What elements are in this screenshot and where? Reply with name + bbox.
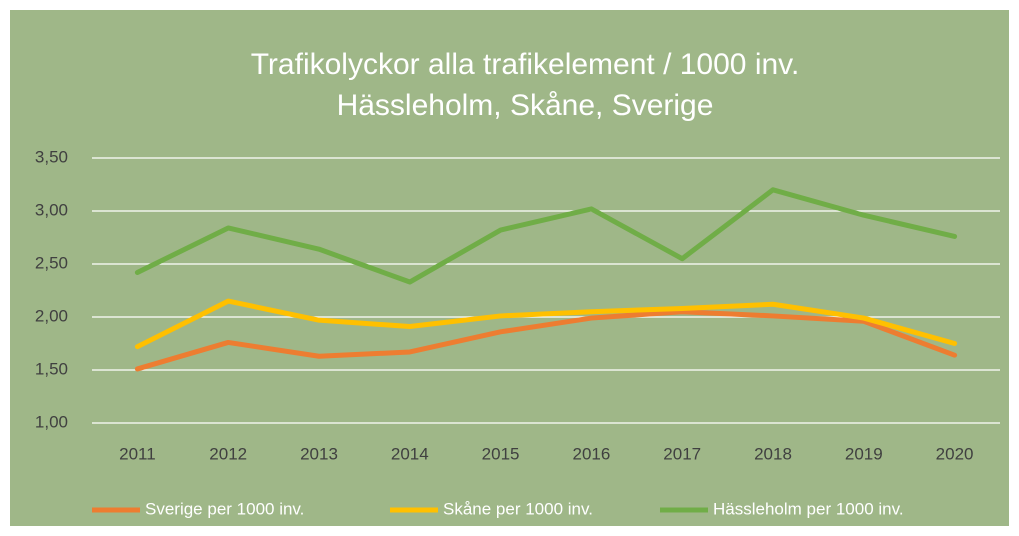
y-tick-label: 1,50 (35, 359, 68, 378)
chart-background (10, 10, 1009, 526)
x-tick-label: 2019 (845, 444, 883, 463)
x-tick-label: 2013 (300, 444, 338, 463)
chart-title: Trafikolyckor alla trafikelement / 1000 … (251, 48, 800, 81)
x-tick-label: 2011 (119, 444, 156, 463)
legend-label: Skåne per 1000 inv. (443, 499, 593, 518)
x-tick-label: 2012 (209, 444, 247, 463)
series-line (134, 187, 958, 285)
series-line (134, 309, 958, 372)
x-tick-label: 2020 (936, 444, 974, 463)
y-tick-label: 1,00 (35, 412, 68, 431)
chart-subtitle: Hässleholm, Skåne, Sverige (337, 89, 714, 122)
x-tick-label: 2015 (482, 444, 520, 463)
x-tick-label: 2017 (663, 444, 701, 463)
y-tick-label: 2,50 (35, 253, 68, 272)
y-tick-label: 3,50 (35, 147, 68, 166)
x-tick-label: 2014 (391, 444, 429, 463)
legend-label: Sverige per 1000 inv. (145, 499, 304, 518)
y-tick-label: 3,00 (35, 200, 68, 219)
x-tick-label: 2016 (572, 444, 610, 463)
y-tick-label: 2,00 (35, 306, 68, 325)
x-tick-label: 2018 (754, 444, 792, 463)
legend-label: Hässleholm per 1000 inv. (713, 499, 904, 518)
series-line (134, 298, 958, 350)
